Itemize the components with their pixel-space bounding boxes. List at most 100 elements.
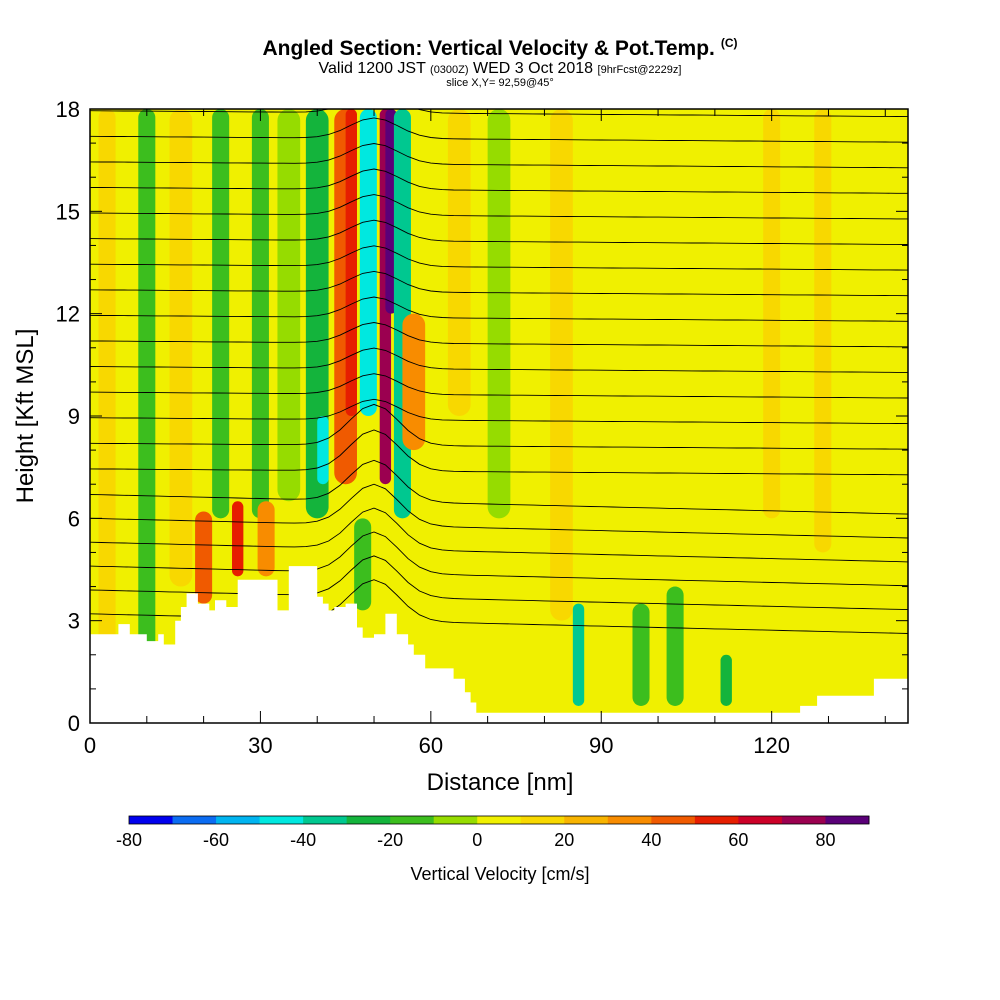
x-tick-label: 60 bbox=[419, 733, 443, 758]
terrain bbox=[90, 566, 908, 723]
colorbar-tick-label: -20 bbox=[377, 830, 403, 850]
colorbar-swatch bbox=[477, 816, 522, 824]
colorbar-swatch bbox=[259, 816, 304, 824]
colorbar-swatch bbox=[694, 816, 739, 824]
valid-date: WED 3 Oct 2018 bbox=[473, 60, 594, 77]
isentrope bbox=[90, 373, 908, 399]
colorbar-tick-label: 40 bbox=[641, 830, 661, 850]
velocity-band bbox=[763, 109, 781, 519]
colorbar-tick-label: 80 bbox=[815, 830, 835, 850]
valid-time-line: Valid 1200 JST (0300Z) WED 3 Oct 2018 [9… bbox=[0, 60, 1000, 78]
colorbar-swatch bbox=[520, 816, 565, 824]
x-tick-label: 120 bbox=[753, 733, 790, 758]
colorbar-swatch bbox=[564, 816, 609, 824]
velocity-band bbox=[871, 109, 889, 621]
colorbar-tick-label: 60 bbox=[728, 830, 748, 850]
colorbar-swatch bbox=[129, 816, 174, 824]
velocity-band bbox=[345, 109, 357, 416]
isentrope bbox=[90, 403, 908, 450]
isentrope bbox=[90, 219, 908, 245]
velocity-band bbox=[169, 109, 193, 587]
colorbar-tick-label: -40 bbox=[290, 830, 316, 850]
velocity-band bbox=[354, 518, 372, 611]
colorbar-swatch bbox=[781, 816, 826, 824]
y-tick-label: 3 bbox=[68, 609, 80, 634]
velocity-band bbox=[393, 109, 411, 519]
isentrope bbox=[90, 429, 908, 476]
colorbar-swatch bbox=[390, 816, 435, 824]
y-axis-label: Height [Kft MSL] bbox=[12, 329, 39, 504]
colorbar-swatch bbox=[607, 816, 652, 824]
colorbar: -80 -60 -40 -20 0 20 40 60 80 bbox=[116, 815, 870, 850]
isentrope bbox=[90, 347, 908, 373]
velocity-band bbox=[317, 416, 329, 485]
colorbar-tick-label: 20 bbox=[554, 830, 574, 850]
y-tick-label: 15 bbox=[56, 199, 80, 224]
colorbar-tick-label: -60 bbox=[203, 830, 229, 850]
velocity-band bbox=[666, 586, 684, 706]
isentrope bbox=[90, 67, 908, 91]
chart-title: Angled Section: Vertical Velocity & Pot.… bbox=[0, 36, 1000, 61]
y-tick-label: 12 bbox=[56, 302, 80, 327]
velocity-band bbox=[618, 109, 642, 587]
colorbar-swatch bbox=[216, 816, 261, 824]
velocity-band bbox=[814, 109, 832, 553]
isentrope bbox=[90, 531, 908, 587]
title-suffix: (C) bbox=[720, 36, 738, 50]
isentrope bbox=[90, 168, 908, 194]
colorbar-swatch bbox=[825, 816, 870, 824]
velocity-band bbox=[232, 501, 244, 577]
isentrope bbox=[90, 459, 908, 515]
y-axis: 0 3 6 9 12 15 18 bbox=[56, 97, 908, 736]
colorbar-swatch bbox=[303, 816, 348, 824]
x-axis: 0 30 60 90 120 bbox=[84, 109, 886, 758]
isentrope bbox=[90, 322, 908, 348]
velocity-band bbox=[195, 511, 213, 604]
colorbar-label: Vertical Velocity [cm/s] bbox=[410, 864, 589, 884]
isentrope bbox=[90, 270, 908, 297]
colorbar-frame bbox=[128, 815, 870, 825]
slice-info: slice X,Y= 92,59@45° bbox=[446, 77, 554, 89]
valid-prefix: Valid 1200 JST bbox=[318, 60, 426, 77]
y-tick-label: 9 bbox=[68, 404, 80, 429]
velocity-band bbox=[212, 109, 230, 519]
colorbar-swatch bbox=[346, 816, 391, 824]
isentrope bbox=[90, 245, 908, 271]
colorbar-swatch bbox=[651, 816, 696, 824]
velocity-band bbox=[277, 109, 301, 502]
isentrope bbox=[90, 483, 908, 539]
valid-utc: (0300Z) bbox=[430, 64, 469, 76]
velocity-band bbox=[257, 501, 275, 577]
isentrope bbox=[90, 398, 908, 425]
isentrope bbox=[90, 194, 908, 220]
x-tick-label: 0 bbox=[84, 733, 96, 758]
x-tick-label: 30 bbox=[248, 733, 272, 758]
colorbar-tick-label: 0 bbox=[472, 830, 482, 850]
y-tick-label: 0 bbox=[68, 711, 80, 736]
velocity-band bbox=[402, 313, 426, 451]
x-tick-label: 90 bbox=[589, 733, 613, 758]
velocity-band bbox=[487, 109, 511, 519]
x-axis-label: Distance [nm] bbox=[427, 769, 574, 796]
velocity-band bbox=[447, 109, 471, 416]
y-tick-label: 18 bbox=[56, 97, 80, 122]
forecast-info: [9hrFcst@2229z] bbox=[597, 64, 682, 76]
velocity-band bbox=[550, 109, 573, 621]
velocity-band bbox=[98, 109, 116, 723]
velocity-band bbox=[251, 109, 269, 519]
y-tick-label: 6 bbox=[68, 506, 80, 531]
velocity-band bbox=[138, 109, 156, 655]
isentrope bbox=[90, 507, 908, 563]
isentrope bbox=[90, 143, 908, 169]
colorbar-swatch bbox=[172, 816, 217, 824]
isentrope bbox=[90, 117, 908, 143]
title-text: Angled Section: Vertical Velocity & Pot.… bbox=[262, 37, 715, 60]
terrain-shape bbox=[90, 566, 908, 723]
velocity-band bbox=[572, 603, 585, 706]
colorbar-tick-label: -80 bbox=[116, 830, 142, 850]
colorbar-swatch bbox=[433, 816, 478, 824]
colorbar-swatch bbox=[738, 816, 783, 824]
velocity-band bbox=[720, 654, 732, 706]
isentrope bbox=[90, 555, 908, 611]
